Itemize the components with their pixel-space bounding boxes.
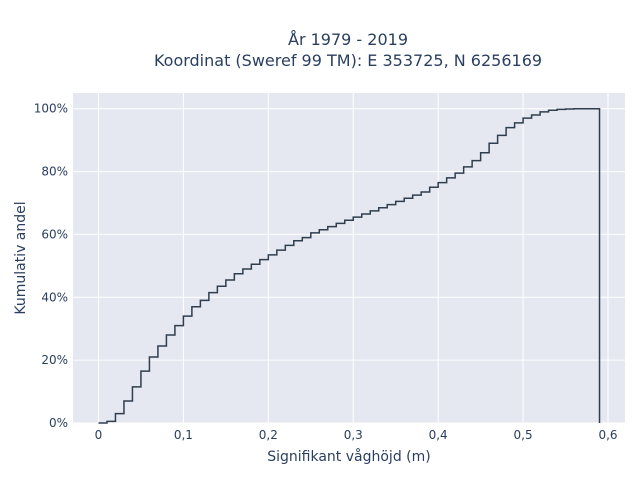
chart-title-line1: År 1979 - 2019	[288, 30, 408, 49]
x-tick-label: 0,4	[429, 428, 448, 442]
plot-area	[73, 93, 625, 423]
series-layer	[98, 107, 601, 424]
x-tick-label: 0,6	[598, 428, 617, 442]
x-tick-label: 0,2	[259, 428, 278, 442]
ticks: 0 0,1 0,2 0,3 0,4 0,5 0,6 0% 20% 40% 60% 80% 100%	[34, 102, 618, 442]
x-axis-title: Signifikant våghöjd (m)	[267, 448, 430, 465]
chart-title-line2: Koordinat (Sweref 99 TM): E 353725, N 62…	[154, 51, 542, 70]
y-tick-label: 80%	[41, 165, 68, 179]
series-line	[98, 107, 601, 424]
y-axis-title: Kumulativ andel	[13, 201, 29, 314]
y-tick-label: 0%	[49, 416, 68, 430]
y-tick-label: 60%	[41, 227, 68, 241]
x-tick-label: 0,3	[344, 428, 363, 442]
x-tick-label: 0	[95, 428, 103, 442]
x-tick-label: 0,5	[514, 428, 533, 442]
y-tick-label: 100%	[34, 102, 68, 116]
y-tick-label: 40%	[41, 290, 68, 304]
y-tick-label: 20%	[41, 353, 68, 367]
x-tick-label: 0,1	[174, 428, 193, 442]
